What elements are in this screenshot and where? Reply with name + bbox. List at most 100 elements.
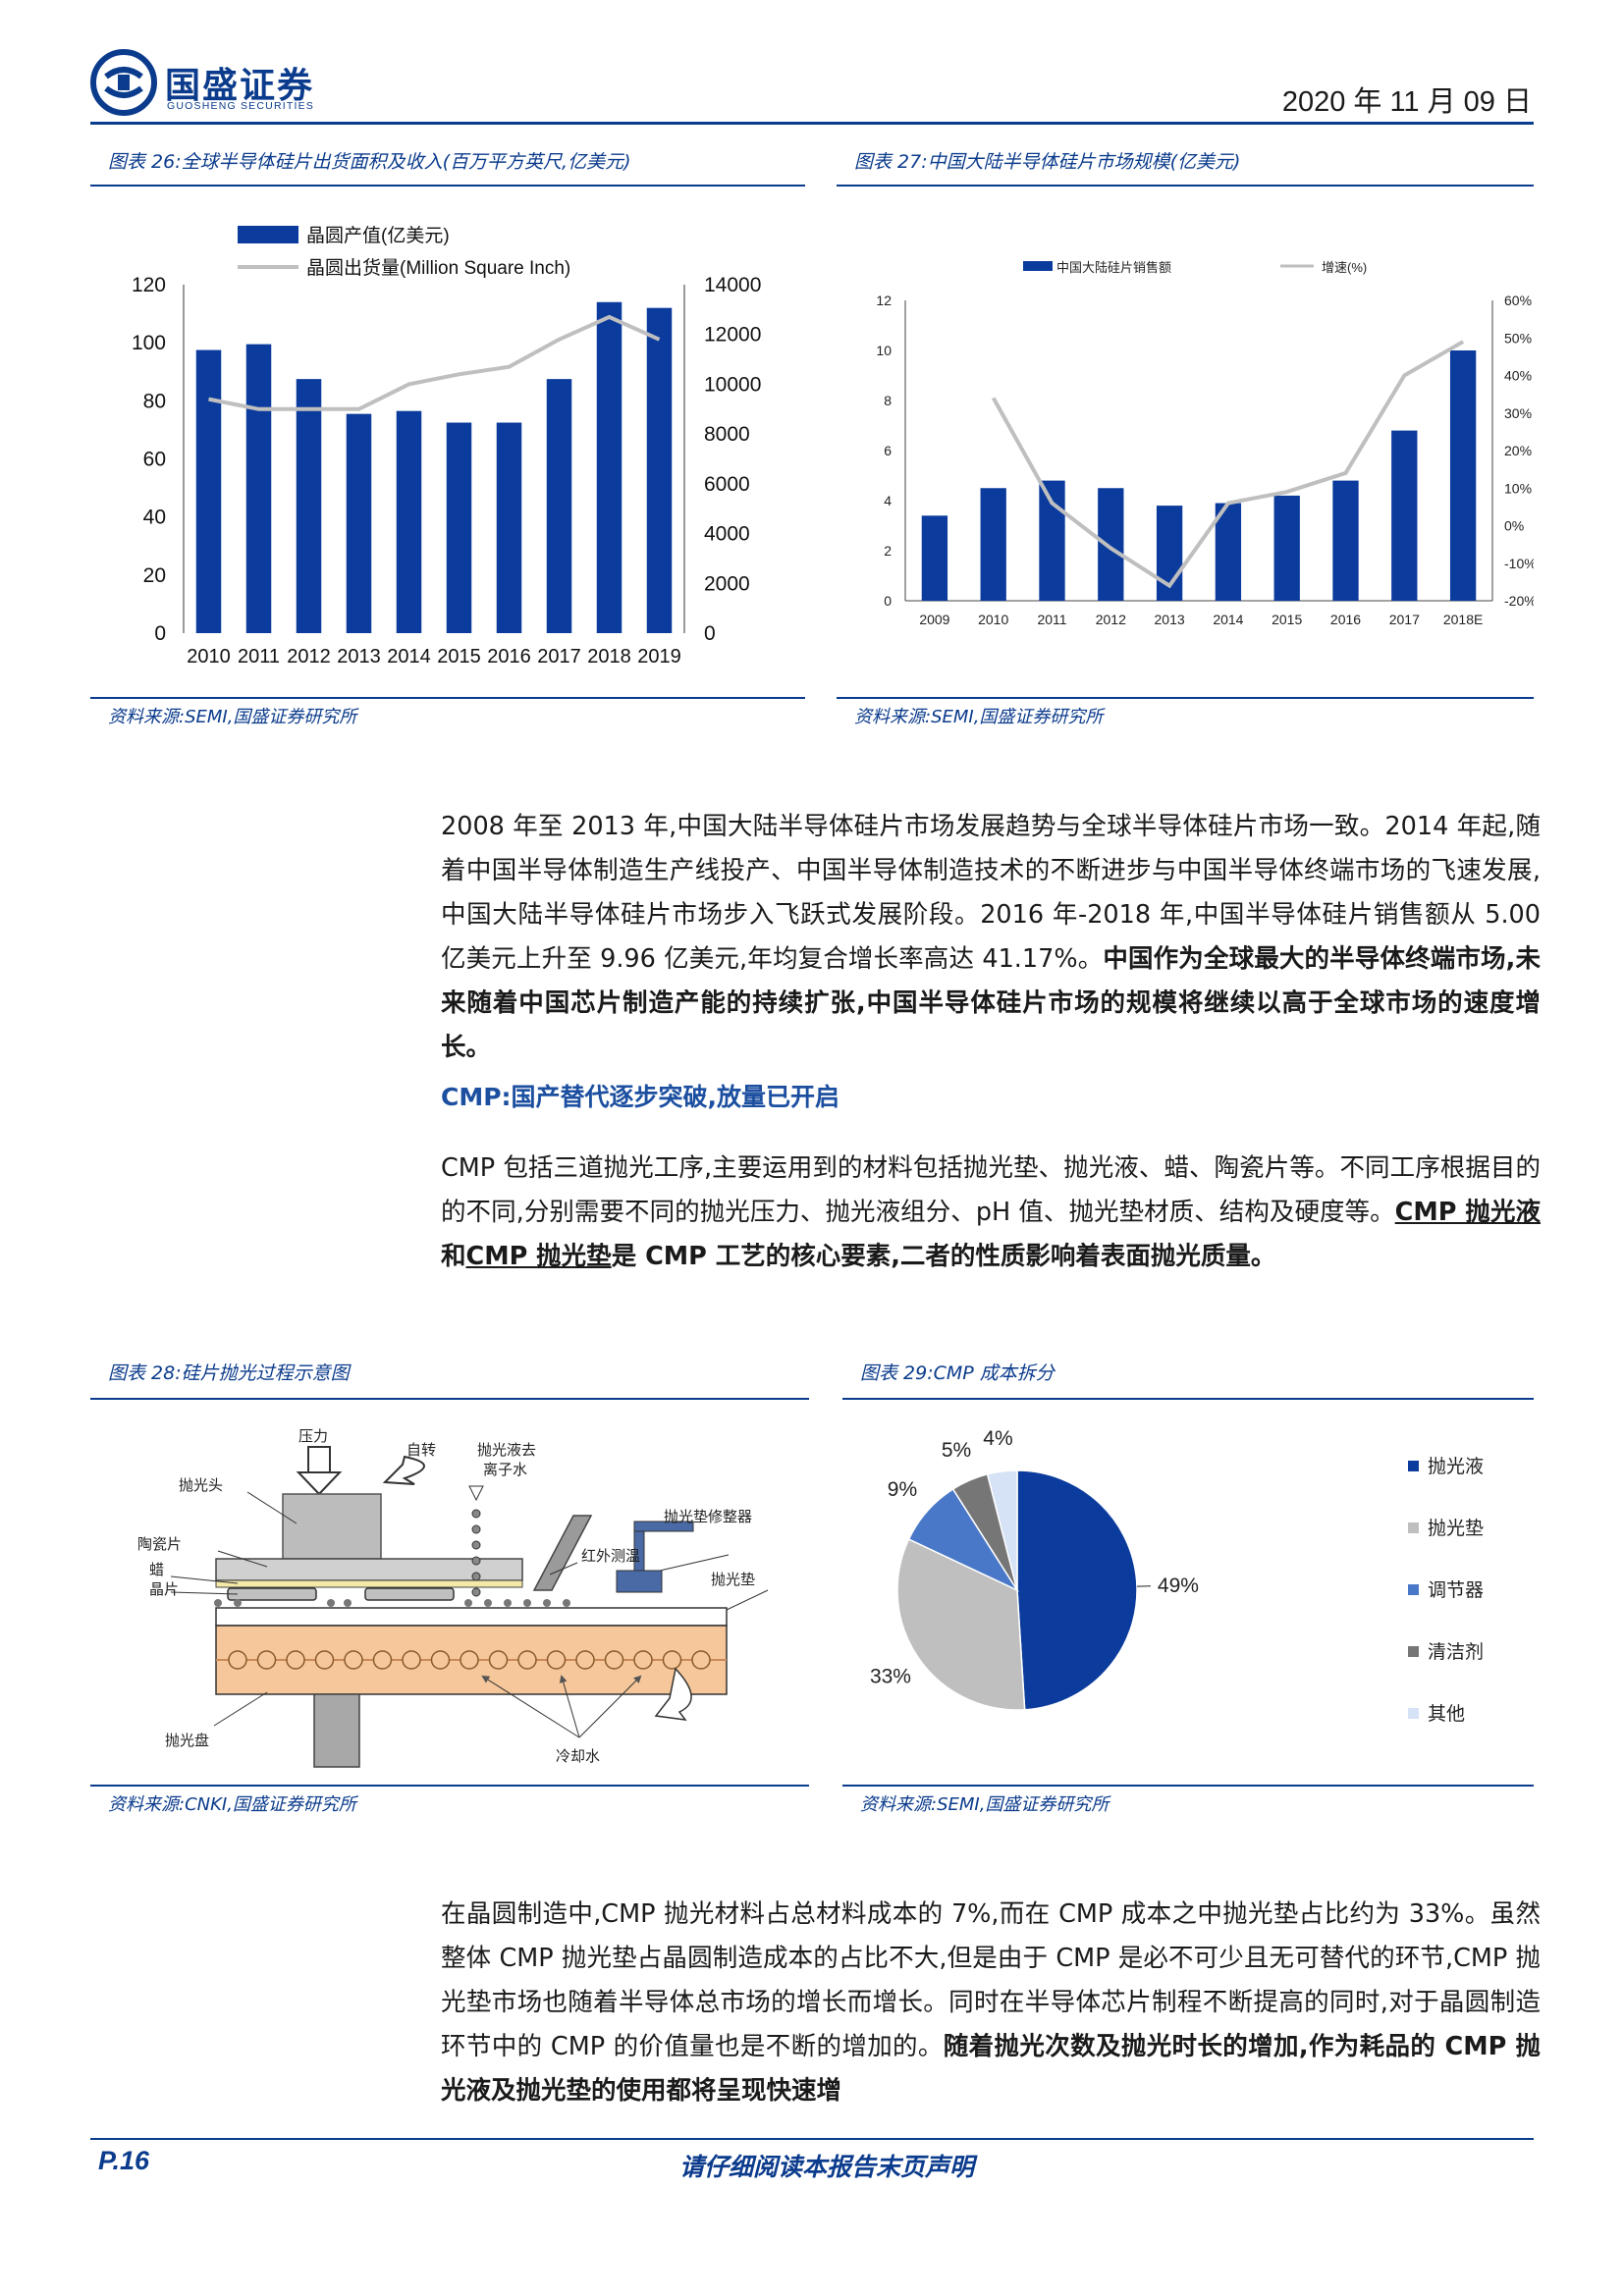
pie-value-label: 33% xyxy=(870,1666,911,1688)
bottom-rotation-arrow-icon xyxy=(654,1667,692,1721)
polishing-pad xyxy=(215,1607,728,1627)
slurry-drops xyxy=(468,1485,484,1597)
legend-label: 抛光液 xyxy=(1428,1456,1484,1477)
x-tick-label: 2015 xyxy=(1272,612,1302,627)
y-tick-label: 0 xyxy=(884,593,892,609)
pressure-arrow-icon xyxy=(296,1446,343,1496)
legend-swatch xyxy=(1408,1646,1419,1657)
paragraph-silicon-market: 2008 年至 2013 年,中国大陆半导体硅片市场发展趋势与全球半导体硅片市场… xyxy=(441,805,1541,1070)
y2-tick-label: 40% xyxy=(1504,368,1532,384)
x-tick-label: 2012 xyxy=(1096,612,1126,627)
y2-tick-label: 10000 xyxy=(704,373,761,396)
x-tick-label: 2017 xyxy=(1389,612,1420,627)
y-tick-label: 100 xyxy=(132,332,166,354)
y2-tick-label: -20% xyxy=(1504,593,1534,609)
fig26-chart: 0 20 40 60 80 100 120 0 2000 4000 6000 8000 10000 120… xyxy=(132,225,761,667)
bar xyxy=(1273,495,1300,601)
bar xyxy=(546,379,572,633)
fig27-title-rule xyxy=(837,185,1534,187)
y2-tick-label: 30% xyxy=(1504,405,1532,421)
legend-label-bar: 晶圆产值(亿美元) xyxy=(306,225,450,246)
legend-swatch xyxy=(1408,1708,1419,1719)
x-tick-label: 2011 xyxy=(1037,612,1066,627)
y2-tick-label: 8000 xyxy=(704,423,750,446)
fig27-title: 图表 27:中国大陆半导体硅片市场规模(亿美元) xyxy=(854,151,1241,173)
logo-name: 国盛证券 xyxy=(165,66,315,106)
bar xyxy=(195,349,222,633)
legend-label-line: 晶圆出货量(Million Square Inch) xyxy=(306,257,570,279)
legend-swatch xyxy=(1408,1522,1419,1533)
paragraph-silicon-market-text: 2008 年至 2013 年,中国大陆半导体硅片市场发展趋势与全球半导体硅片市场… xyxy=(441,812,1541,974)
x-tick-label: 2014 xyxy=(1213,612,1243,627)
bar xyxy=(446,422,472,633)
y-tick-label: 40 xyxy=(143,507,166,529)
paragraph-cmp-cost: 在晶圆制造中,CMP 抛光材料占总材料成本的 7%,而在 CMP 成本之中抛光垫… xyxy=(441,1893,1541,2113)
fig26-title: 图表 26:全球半导体硅片出货面积及收入(百万平方英尺,亿美元) xyxy=(108,151,631,173)
bar xyxy=(1098,488,1124,601)
footer-rule xyxy=(90,2138,1534,2140)
y2-tick-label: 2000 xyxy=(704,572,750,595)
y2-tick-label: 0 xyxy=(704,622,716,645)
label-ceramic: 陶瓷片 xyxy=(137,1536,182,1553)
bar xyxy=(646,307,673,633)
label-pad: 抛光垫 xyxy=(711,1572,755,1588)
y-tick-label: 0 xyxy=(154,622,166,645)
legend-label: 抛光垫 xyxy=(1428,1518,1484,1539)
bar xyxy=(346,413,372,633)
x-tick-label: 2018 xyxy=(587,646,631,667)
legend-label: 清洁剂 xyxy=(1428,1641,1484,1663)
fig26-source: 资料来源:SEMI,国盛证券研究所 xyxy=(108,707,357,727)
pie-value-label: 49% xyxy=(1158,1575,1199,1597)
pie-value-label: 9% xyxy=(888,1478,917,1501)
paragraph-cmp-cost-text: 在晶圆制造中,CMP 抛光材料占总材料成本的 7%,而在 CMP 成本之中抛光垫… xyxy=(441,1899,1541,2061)
pie-value-label: 4% xyxy=(983,1427,1012,1450)
bar xyxy=(245,344,272,633)
fig29-title-rule xyxy=(842,1398,1534,1400)
label-platen: 抛光盘 xyxy=(165,1732,209,1749)
bar xyxy=(1332,480,1359,601)
fig27-source: 资料来源:SEMI,国盛证券研究所 xyxy=(854,707,1104,727)
fig29-title: 图表 29:CMP 成本拆分 xyxy=(860,1362,1055,1384)
bar xyxy=(1215,503,1242,601)
fig28-bottom-rule xyxy=(90,1785,809,1787)
bar xyxy=(496,422,522,633)
y-tick-label: 4 xyxy=(884,493,892,508)
header-rule xyxy=(90,122,1534,125)
x-tick-label: 2015 xyxy=(437,646,481,667)
label-water: 离子水 xyxy=(483,1462,527,1478)
infrared-probe xyxy=(532,1515,593,1591)
y-tick-label: 8 xyxy=(884,393,892,408)
x-tick-label: 2010 xyxy=(978,612,1008,627)
y2-tick-label: 20% xyxy=(1504,443,1532,458)
and-word: 和 xyxy=(441,1242,466,1271)
wafer-left xyxy=(227,1587,317,1601)
y-tick-label: 80 xyxy=(143,390,166,412)
page-number: P.16 xyxy=(98,2146,150,2175)
label-wafer: 晶片 xyxy=(149,1581,179,1598)
cmp-pad-term: CMP 抛光垫 xyxy=(465,1242,612,1271)
paragraph-silicon-market-bold: 中国作为全球最大的半导体终端市场,未来随着中国芯片制造产能的持续扩张,中国半导体… xyxy=(441,944,1541,1062)
pie-value-label: 5% xyxy=(942,1439,971,1462)
wax-layer xyxy=(215,1579,523,1588)
label-conditioner: 抛光垫修整器 xyxy=(664,1509,752,1525)
rotation-arrow-icon xyxy=(382,1455,425,1485)
y-tick-label: 12 xyxy=(876,293,892,308)
x-tick-label: 2014 xyxy=(387,646,431,667)
legend-label: 其他 xyxy=(1428,1703,1465,1725)
legend-swatch-bar xyxy=(1023,261,1053,271)
paragraph-cmp-process-bold: 是 CMP 工艺的核心要素,二者的性质影响着表面抛光质量。 xyxy=(611,1242,1276,1271)
y2-tick-label: 6000 xyxy=(704,473,750,496)
bar xyxy=(921,515,948,601)
x-tick-label: 2013 xyxy=(337,646,381,667)
label-infrared-visible: 红外测温 xyxy=(581,1548,640,1565)
x-tick-label: 2010 xyxy=(187,646,231,667)
wafer-right xyxy=(364,1587,455,1601)
fig26-title-rule xyxy=(90,185,805,187)
bar xyxy=(396,410,422,633)
platen-shaft xyxy=(313,1693,360,1768)
bar xyxy=(596,301,623,633)
section-heading-cmp: CMP:国产替代逐步突破,放量已开启 xyxy=(441,1083,840,1111)
paragraph-cmp-process-text: CMP 包括三道抛光工序,主要运用到的材料包括抛光垫、抛光液、蜡、陶瓷片等。不同… xyxy=(441,1153,1541,1227)
surface-drops xyxy=(214,1599,570,1607)
